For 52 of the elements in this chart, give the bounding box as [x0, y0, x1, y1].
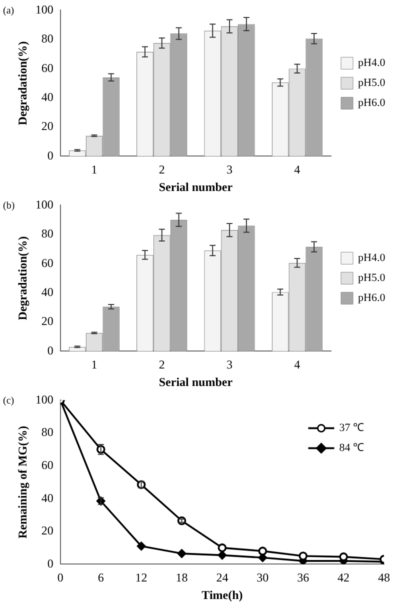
y-axis-title: Degradation(%) [15, 41, 30, 126]
chart-title: (b) [3, 200, 15, 212]
y-tick-label: 20 [41, 524, 54, 538]
x-tick-label: 48 [378, 570, 390, 585]
legend-label: pH4.0 [358, 252, 386, 264]
x-tick-label: 36 [297, 570, 310, 585]
x-tick-label: 1 [91, 358, 98, 372]
legend-label: 37 ℃ [339, 422, 364, 434]
y-tick-label: 100 [35, 2, 54, 16]
y-tick-label: 60 [41, 458, 54, 472]
legend-label: pH6.0 [358, 292, 386, 304]
chart-title: (c) [3, 396, 14, 407]
chart-title: (a) [3, 6, 14, 17]
x-tick-label: 2 [158, 162, 165, 177]
y-tick-label: 80 [41, 425, 54, 440]
y-tick-label: 60 [41, 256, 54, 270]
x-tick-label: 3 [226, 162, 233, 177]
legend-label: pH4.0 [358, 57, 386, 70]
x-axis-title: Serial number [158, 374, 234, 389]
x-tick-label: 4 [294, 358, 300, 372]
legend-label: pH5.0 [358, 272, 386, 284]
legend-label: 84 ℃ [339, 442, 364, 454]
x-axis-title: Serial number [158, 180, 234, 194]
y-tick-label: 100 [35, 197, 54, 212]
y-tick-label: 40 [41, 490, 54, 505]
y-axis-title: Degradation(%) [15, 236, 30, 320]
x-tick-label: 24 [216, 570, 228, 585]
x-tick-label: 1 [91, 162, 98, 177]
y-tick-label: 20 [41, 119, 54, 134]
y-tick-label: 0 [47, 556, 54, 570]
x-axis-title: Time(h) [202, 588, 243, 602]
x-tick-label: 4 [294, 162, 300, 177]
x-tick-label: 18 [176, 570, 188, 585]
y-tick-label: 80 [41, 226, 54, 241]
legend-label: pH6.0 [358, 97, 386, 110]
x-tick-label: 6 [98, 570, 104, 585]
y-tick-label: 0 [47, 148, 54, 162]
y-tick-label: 20 [41, 314, 54, 328]
x-tick-label: 0 [57, 570, 64, 585]
x-tick-label: 3 [226, 358, 233, 372]
x-tick-label: 12 [135, 570, 148, 585]
x-tick-label: 42 [338, 570, 350, 585]
y-tick-label: 0 [47, 343, 54, 358]
y-tick-label: 40 [41, 284, 54, 299]
y-tick-label: 80 [41, 32, 54, 46]
x-tick-label: 30 [256, 570, 269, 585]
x-tick-label: 2 [158, 358, 165, 372]
y-tick-label: 60 [41, 60, 54, 75]
y-tick-label: 40 [41, 90, 54, 104]
y-axis-title: Remaining of MG(%) [15, 426, 30, 539]
legend-label: pH5.0 [358, 77, 386, 90]
y-tick-label: 100 [35, 392, 54, 406]
